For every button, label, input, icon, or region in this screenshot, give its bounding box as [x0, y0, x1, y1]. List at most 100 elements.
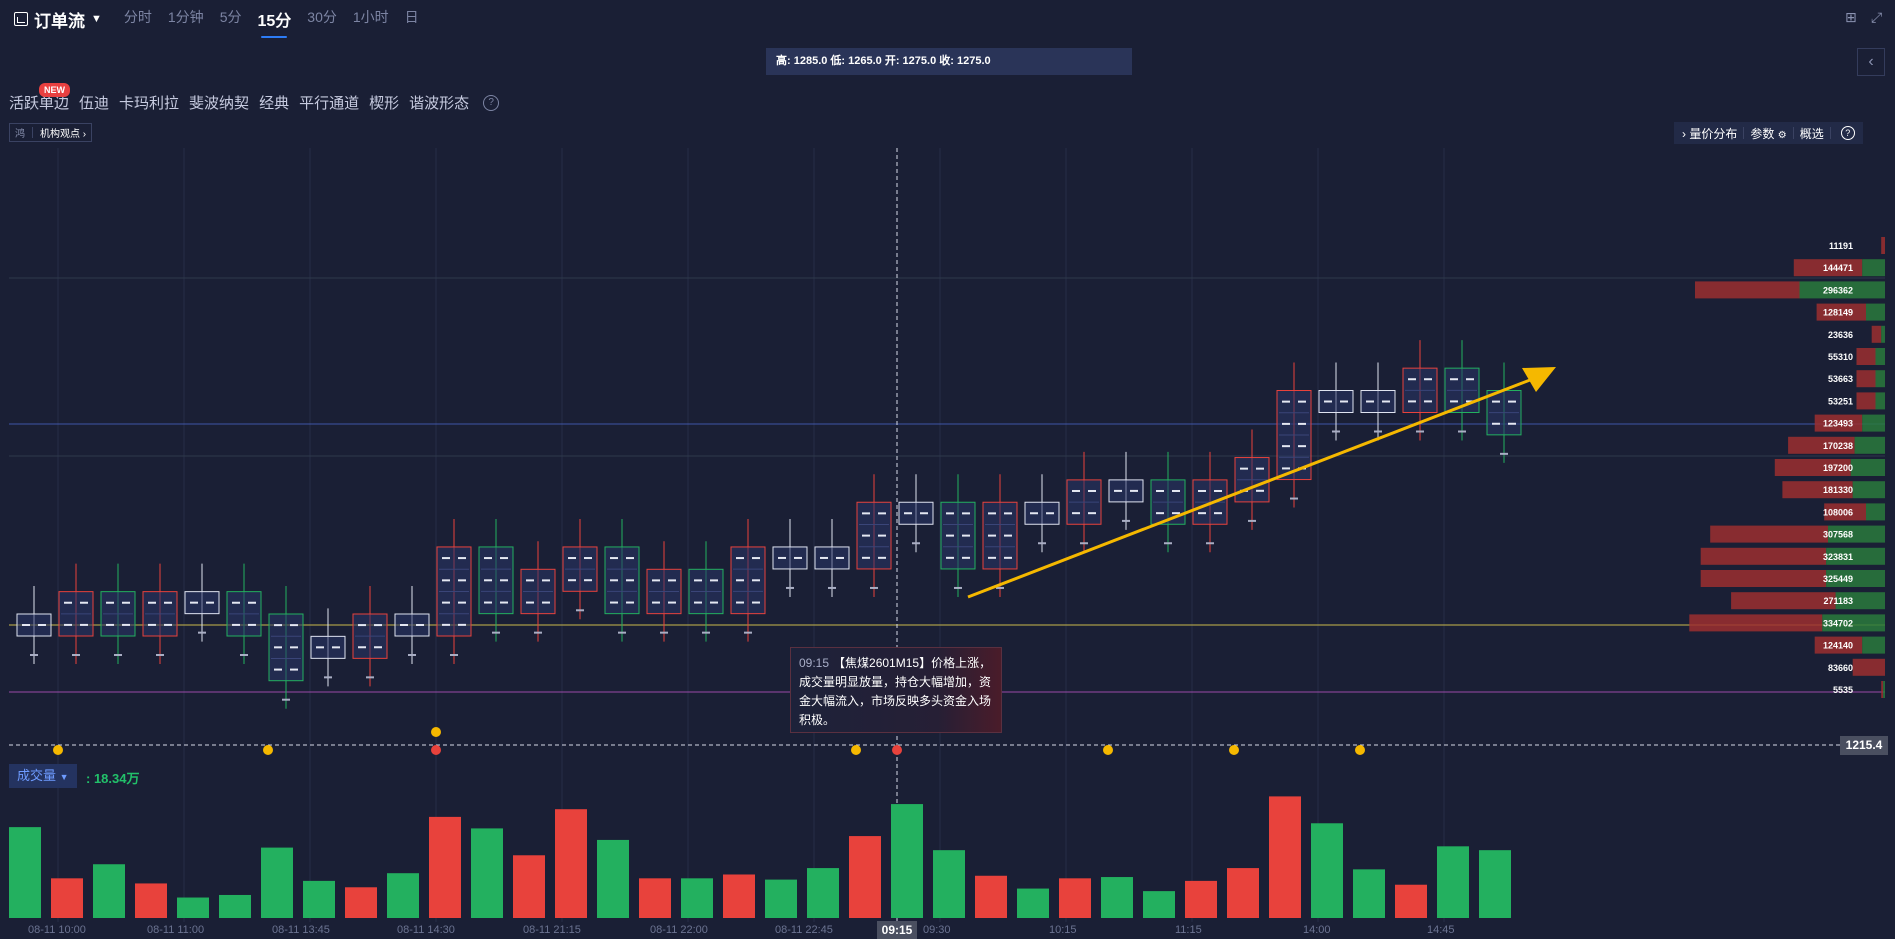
profile-value-label: 123493	[1823, 419, 1853, 429]
volume-bar	[261, 847, 293, 918]
footprint-bid-text	[22, 624, 30, 626]
footprint-bid-text	[1366, 400, 1374, 403]
footprint-bid-text	[106, 601, 114, 604]
footprint-bid-text	[1072, 512, 1080, 515]
tool-woodie[interactable]: 伍迪	[79, 95, 110, 112]
profile-bid-bar	[1782, 481, 1853, 499]
tool-active-unilateral[interactable]: 活跃单边 NEW	[9, 83, 70, 113]
footprint-ask-text	[1298, 400, 1306, 403]
footprint-ask-text	[1298, 445, 1306, 448]
price-distribution-toggle[interactable]: › 量价分布	[1682, 126, 1738, 141]
app-title-dropdown[interactable]: 订单流 ▼	[14, 7, 102, 32]
tool-classic[interactable]: 经典	[259, 95, 290, 112]
footprint-ask-text	[1382, 400, 1390, 403]
volume-bar	[597, 839, 629, 918]
help-icon[interactable]: ?	[1840, 126, 1855, 140]
footprint-delta-text	[1248, 519, 1256, 522]
expand-icon[interactable]: ⤢	[1871, 9, 1883, 25]
footprint-bid-text	[736, 557, 744, 560]
profile-ask-bar	[1822, 614, 1885, 632]
chevron-left-icon: ‹	[1868, 53, 1874, 70]
profile-value-label: 5535	[1833, 685, 1853, 695]
tab-fenshi[interactable]: 分时	[123, 9, 152, 25]
footprint-delta-text	[450, 654, 458, 656]
volume-bar	[1017, 888, 1049, 918]
tab-1hour[interactable]: 1小时	[352, 9, 389, 25]
profile-value-label: 124140	[1823, 641, 1853, 651]
footprint-delta-text	[786, 586, 794, 589]
help-icon[interactable]: ?	[483, 94, 500, 111]
tab-30min[interactable]: 30分	[307, 9, 337, 25]
footprint-bid-text	[1408, 378, 1416, 381]
footprint-delta-text	[618, 631, 626, 634]
footprint-ask-text	[668, 579, 676, 582]
volume-bar	[849, 836, 881, 918]
profile-value-label: 296362	[1823, 285, 1853, 295]
volume-bar	[1101, 877, 1133, 918]
window-controls: ⊞ ⤢	[1845, 10, 1885, 24]
profile-bid-bar	[1881, 237, 1885, 254]
candle-box	[814, 546, 850, 570]
footprint-ask-text	[626, 557, 634, 560]
footprint-delta-text	[198, 631, 206, 634]
footprint-ask-text	[206, 601, 214, 604]
footprint-delta-text	[156, 654, 164, 656]
footprint-ask-text	[626, 579, 634, 582]
footprint-ask-text	[1172, 489, 1180, 492]
footprint-ask-text	[752, 601, 760, 604]
footprint-delta-text	[1500, 452, 1508, 455]
footprint-delta-text	[954, 586, 962, 589]
grid-layout-icon[interactable]: ⊞	[1845, 9, 1857, 25]
footprint-delta-text	[870, 586, 878, 589]
footprint-bid-text	[526, 601, 534, 604]
tab-1min[interactable]: 1分钟	[167, 9, 204, 25]
footprint-bid-text	[232, 601, 240, 604]
profile-ask-bar	[1883, 681, 1885, 698]
overview-button[interactable]: 概选	[1799, 126, 1824, 141]
profile-ask-bar	[1862, 259, 1885, 277]
event-tooltip: 09:15 【焦煤2601M15】价格上涨，成交量明显放量，持仓大幅增加，资金大幅…	[790, 647, 1002, 733]
footprint-ask-text	[290, 624, 298, 627]
footprint-bid-text	[568, 579, 576, 582]
candle-box	[1108, 479, 1144, 503]
profile-value-label: 271183	[1823, 596, 1853, 606]
candle-box	[16, 613, 52, 637]
volume-bar	[93, 864, 125, 918]
tab-day[interactable]: 日	[404, 9, 419, 25]
footprint-ask-text	[1046, 512, 1054, 515]
footprint-ask-text	[1214, 489, 1222, 492]
tool-fibonacci[interactable]: 斐波纳契	[189, 95, 250, 112]
tab-15min[interactable]: 15分	[257, 1, 291, 38]
params-button[interactable]: 参数 ⚙	[1750, 125, 1786, 142]
footprint-bid-text	[736, 579, 744, 582]
footprint-ask-text	[542, 601, 550, 604]
tab-5min[interactable]: 5分	[219, 9, 242, 25]
tool-harmonic[interactable]: 谐波形态	[409, 95, 470, 112]
footprint-ask-text	[1172, 512, 1180, 515]
volume-indicator-dropdown[interactable]: 成交量 ▼	[9, 764, 77, 788]
footprint-bid-text	[1450, 378, 1458, 381]
footprint-ask-text	[1088, 512, 1096, 515]
collapse-panel-button[interactable]: ‹	[1857, 48, 1885, 76]
footprint-bid-text	[148, 623, 156, 626]
footprint-ask-text	[1424, 400, 1432, 403]
tool-wedge[interactable]: 楔形	[369, 95, 400, 112]
footprint-bid-text	[358, 646, 366, 649]
profile-bid-bar	[1881, 681, 1884, 698]
footprint-bid-text	[610, 557, 618, 560]
footprint-bid-text	[64, 601, 72, 604]
footprint-bid-text	[442, 601, 450, 604]
footprint-bid-text	[946, 556, 954, 559]
institution-view-button[interactable]: 鸿 机构观点 ›	[9, 123, 93, 142]
volume-bar	[135, 883, 167, 918]
tool-parallel-channel[interactable]: 平行通道	[299, 95, 360, 112]
event-marker-icon	[1355, 745, 1365, 755]
profile-ask-bar	[1835, 592, 1885, 610]
tool-camarilla[interactable]: 卡玛利拉	[119, 95, 180, 112]
footprint-bid-text	[442, 557, 450, 560]
new-badge: NEW	[39, 83, 70, 97]
profile-bid-bar	[1814, 636, 1863, 654]
footprint-ask-text	[962, 534, 970, 537]
footprint-ask-text	[1340, 400, 1348, 403]
